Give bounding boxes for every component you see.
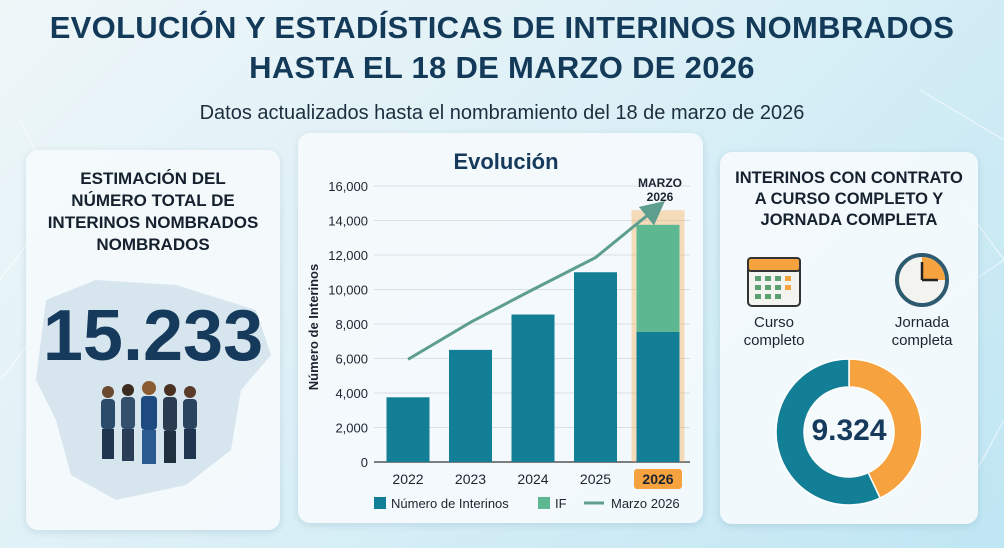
y-axis-label: Número de Interinos: [306, 264, 321, 390]
evolution-chart-card: Evolución Número de Interinos 0 2,000 4,00…: [298, 133, 703, 523]
heading-line: NOMBRADOS: [96, 235, 210, 254]
contract-donut-chart: [775, 358, 923, 506]
x-tick-label: 2024: [517, 471, 548, 487]
legend-label-if: IF: [555, 496, 567, 511]
heading-line: JORNADA COMPLETA: [760, 211, 938, 229]
heading-line: NÚMERO TOTAL DE: [71, 191, 235, 210]
y-tick-label: 2,000: [335, 421, 368, 436]
page-subtitle: Datos actualizados hasta el nombramiento…: [199, 102, 805, 124]
x-tick-label: 2025: [580, 471, 611, 487]
y-tick-label: 12,000: [328, 248, 368, 263]
bar-interinos-2026: [636, 331, 680, 462]
y-tick-label: 10,000: [328, 283, 368, 298]
clock-icon: [895, 253, 949, 307]
y-tick-label: 14,000: [328, 214, 368, 229]
label-line: Curso: [753, 314, 794, 331]
x-tick-label: 2026: [642, 471, 673, 487]
y-tick-label: 4,000: [335, 386, 368, 401]
donut-center-value: 9.324: [811, 414, 887, 447]
heading-line: INTERINOS NOMBRADOS: [47, 213, 259, 232]
total-estimate-heading: ESTIMACIÓN DEL NÚMERO TOTAL DE INTERINOS…: [26, 168, 280, 256]
label-line: completa: [891, 332, 953, 349]
donut-slice-teal: [775, 358, 882, 506]
marzo-annotation-line1: MARZO: [638, 176, 682, 190]
bar-interinos-2024: [511, 314, 555, 462]
heading-line: ESTIMACIÓN DEL: [80, 169, 226, 188]
title-line-2: HASTA EL 18 DE MARZO DE 2026: [249, 50, 755, 85]
legend-swatch-interinos: [374, 497, 386, 509]
jornada-completa-label: Jornada completa: [872, 314, 972, 350]
bar-if-2026: [636, 224, 680, 332]
legend-label-interinos: Número de Interinos: [391, 496, 509, 511]
chart-title: Evolución: [453, 149, 558, 174]
label-line: Jornada: [894, 314, 950, 331]
page-title: EVOLUCIÓN Y ESTADÍSTICAS DE INTERINOS NO…: [0, 8, 1004, 88]
title-line-1: EVOLUCIÓN Y ESTADÍSTICAS DE INTERINOS NO…: [49, 10, 955, 45]
marzo-2026-trend-line: [407, 201, 665, 361]
heading-line: A CURSO COMPLETO Y: [754, 190, 944, 208]
y-tick-label: 6,000: [335, 352, 368, 367]
full-contract-heading: INTERINOS CON CONTRATO A CURSO COMPLETO …: [720, 168, 978, 231]
highlight-tick-bg: [634, 469, 682, 489]
donut-hole: [805, 388, 893, 476]
heading-line: INTERINOS CON CONTRATO: [735, 169, 963, 187]
curso-completo-label: Curso completo: [724, 314, 824, 350]
legend-swatch-if: [538, 497, 550, 509]
marzo-annotation-line2: 2026: [647, 190, 674, 204]
total-interinos-value: 15.233: [42, 296, 264, 376]
y-tick-label: 16,000: [328, 179, 368, 194]
full-contract-card: INTERINOS CON CONTRATO A CURSO COMPLETO …: [720, 152, 978, 524]
donut-slice-orange: [848, 358, 923, 500]
people-group-icon: [101, 381, 197, 464]
chart-legend: Número de Interinos IF Marzo 2026: [374, 496, 680, 511]
x-tick-label: 2023: [455, 471, 486, 487]
bar-interinos-2022: [386, 397, 430, 462]
bar-interinos-2023: [449, 349, 492, 462]
bar-interinos-2025: [574, 272, 617, 462]
total-estimate-card: ESTIMACIÓN DEL NÚMERO TOTAL DE INTERINOS…: [26, 150, 280, 530]
x-tick-label: 2022: [392, 471, 423, 487]
legend-label-marzo: Marzo 2026: [611, 496, 680, 511]
evolution-bar-chart: Evolución Número de Interinos 0 2,000 4,00…: [306, 149, 690, 511]
label-line: completo: [743, 332, 805, 349]
calendar-icon: [747, 257, 801, 307]
y-tick-label: 0: [361, 455, 368, 470]
y-tick-label: 8,000: [335, 317, 368, 332]
